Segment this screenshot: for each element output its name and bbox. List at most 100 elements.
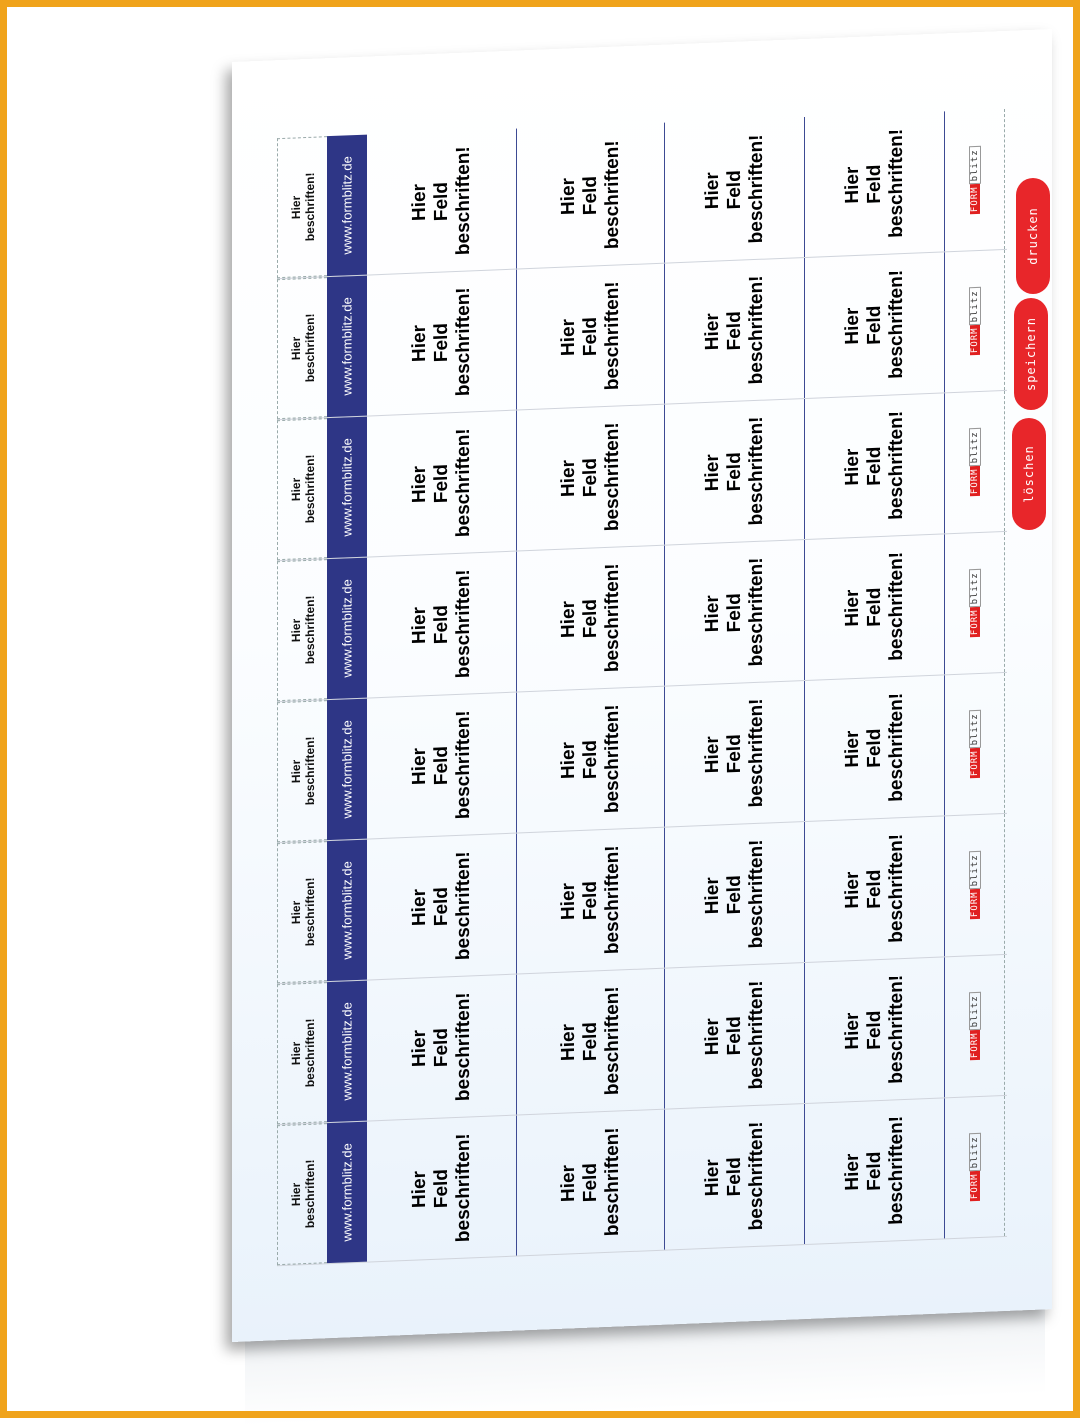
small-label[interactable]: Hier beschriften! — [277, 841, 327, 984]
url-text: www.formblitz.de — [339, 296, 355, 396]
logo-blitz: blitz — [968, 992, 981, 1031]
field-label[interactable]: Hier Feld beschriften! — [367, 410, 517, 557]
field-label[interactable]: Hier Feld beschriften! — [665, 680, 805, 827]
field-text: Hier Feld beschriften! — [557, 562, 623, 673]
field-text: Hier Feld beschriften! — [841, 974, 907, 1085]
field-text: Hier Feld beschriften! — [557, 421, 623, 532]
field-label[interactable]: Hier Feld beschriften! — [805, 534, 945, 680]
field-label[interactable]: Hier Feld beschriften! — [665, 962, 805, 1109]
small-label[interactable]: Hier beschriften! — [277, 277, 327, 420]
logo-form: FORM — [969, 748, 980, 779]
field-label[interactable]: Hier Feld beschriften! — [805, 957, 945, 1103]
field-text: Hier Feld beschriften! — [701, 698, 767, 808]
url-text: www.formblitz.de — [339, 719, 355, 819]
field-label[interactable]: Hier Feld beschriften! — [805, 111, 945, 257]
field-label[interactable]: Hier Feld beschriften! — [367, 269, 517, 416]
url-band: www.formblitz.de — [327, 698, 367, 841]
small-label-text: Hier beschriften! — [288, 172, 317, 242]
field-label[interactable]: Hier Feld beschriften! — [805, 252, 945, 398]
field-text: Hier Feld beschriften! — [841, 410, 907, 521]
field-text: Hier Feld beschriften! — [841, 128, 907, 239]
field-label[interactable]: Hier Feld beschriften! — [367, 551, 517, 698]
field-text: Hier Feld beschriften! — [408, 991, 474, 1102]
small-label[interactable]: Hier beschriften! — [277, 700, 327, 843]
field-label[interactable]: Hier Feld beschriften! — [517, 1109, 665, 1256]
formblitz-logo: FORMblitz — [945, 954, 1005, 1098]
field-label[interactable]: Hier Feld beschriften! — [665, 116, 805, 263]
small-label[interactable]: Hier beschriften! — [277, 559, 327, 702]
field-text: Hier Feld beschriften! — [408, 145, 474, 256]
field-label[interactable]: Hier Feld beschriften! — [517, 827, 665, 974]
formblitz-logo: FORMblitz — [945, 108, 1005, 252]
formblitz-logo: FORMblitz — [945, 672, 1005, 816]
small-label[interactable]: Hier beschriften! — [277, 136, 327, 279]
field-text: Hier Feld beschriften! — [408, 850, 474, 961]
field-label[interactable]: Hier Feld beschriften! — [367, 833, 517, 980]
logo-blitz: blitz — [968, 287, 981, 326]
field-label[interactable]: Hier Feld beschriften! — [367, 974, 517, 1121]
field-label[interactable]: Hier Feld beschriften! — [805, 675, 945, 821]
field-text: Hier Feld beschriften! — [841, 833, 907, 944]
url-band: www.formblitz.de — [327, 275, 367, 418]
field-label[interactable]: Hier Feld beschriften! — [517, 545, 665, 692]
field-label[interactable]: Hier Feld beschriften! — [517, 686, 665, 833]
field-text: Hier Feld beschriften! — [408, 286, 474, 397]
field-text: Hier Feld beschriften! — [557, 844, 623, 955]
field-label[interactable]: Hier Feld beschriften! — [665, 398, 805, 545]
clear-button[interactable]: löschen — [1012, 418, 1046, 530]
field-label[interactable]: Hier Feld beschriften! — [665, 821, 805, 968]
field-text: Hier Feld beschriften! — [557, 985, 623, 1096]
save-button[interactable]: speichern — [1014, 298, 1048, 410]
label-grid: Hier beschriften! www.formblitz.de Hier Fe… — [277, 108, 1007, 1267]
logo-blitz: blitz — [968, 710, 981, 749]
field-text: Hier Feld beschriften! — [557, 1126, 623, 1237]
logo-blitz: blitz — [968, 146, 981, 185]
clear-button-label: löschen — [1022, 445, 1036, 503]
formblitz-logo: FORMblitz — [945, 249, 1005, 393]
formblitz-logo: FORMblitz — [945, 1095, 1005, 1239]
url-text: www.formblitz.de — [339, 1001, 355, 1101]
small-label-text: Hier beschriften! — [288, 1159, 317, 1229]
field-label[interactable]: Hier Feld beschriften! — [517, 404, 665, 551]
url-text: www.formblitz.de — [339, 1142, 355, 1242]
field-text: Hier Feld beschriften! — [701, 275, 767, 385]
small-label[interactable]: Hier beschriften! — [277, 1123, 327, 1266]
field-label[interactable]: Hier Feld beschriften! — [367, 692, 517, 839]
field-text: Hier Feld beschriften! — [408, 1132, 474, 1243]
logo-form: FORM — [969, 325, 980, 356]
print-button[interactable]: drucken — [1016, 178, 1050, 294]
field-text: Hier Feld beschriften! — [557, 139, 623, 250]
logo-form: FORM — [969, 184, 980, 215]
field-label[interactable]: Hier Feld beschriften! — [665, 539, 805, 686]
small-label[interactable]: Hier beschriften! — [277, 418, 327, 561]
small-label-text: Hier beschriften! — [288, 1018, 317, 1088]
field-text: Hier Feld beschriften! — [557, 280, 623, 391]
field-text: Hier Feld beschriften! — [701, 980, 767, 1090]
logo-form: FORM — [969, 889, 980, 920]
field-text: Hier Feld beschriften! — [701, 134, 767, 244]
field-label[interactable]: Hier Feld beschriften! — [367, 128, 517, 275]
field-label[interactable]: Hier Feld beschriften! — [665, 1103, 805, 1250]
field-text: Hier Feld beschriften! — [841, 692, 907, 803]
field-label[interactable]: Hier Feld beschriften! — [805, 1098, 945, 1244]
field-label[interactable]: Hier Feld beschriften! — [805, 816, 945, 962]
logo-blitz: blitz — [968, 851, 981, 890]
save-button-label: speichern — [1024, 316, 1038, 392]
document-sheet: Hier beschriften! www.formblitz.de Hier Fe… — [232, 29, 1052, 1342]
url-text: www.formblitz.de — [339, 860, 355, 960]
print-button-label: drucken — [1026, 207, 1040, 265]
field-text: Hier Feld beschriften! — [408, 427, 474, 538]
field-label[interactable]: Hier Feld beschriften! — [805, 393, 945, 539]
field-label[interactable]: Hier Feld beschriften! — [517, 263, 665, 410]
small-label-text: Hier beschriften! — [288, 454, 317, 524]
small-label[interactable]: Hier beschriften! — [277, 982, 327, 1125]
field-label[interactable]: Hier Feld beschriften! — [517, 122, 665, 269]
field-label[interactable]: Hier Feld beschriften! — [665, 257, 805, 404]
small-label-text: Hier beschriften! — [288, 313, 317, 383]
logo-blitz: blitz — [968, 1133, 981, 1172]
small-label-text: Hier beschriften! — [288, 595, 317, 665]
field-label[interactable]: Hier Feld beschriften! — [517, 968, 665, 1115]
logo-form: FORM — [969, 607, 980, 638]
small-label-text: Hier beschriften! — [288, 877, 317, 947]
field-label[interactable]: Hier Feld beschriften! — [367, 1115, 517, 1262]
